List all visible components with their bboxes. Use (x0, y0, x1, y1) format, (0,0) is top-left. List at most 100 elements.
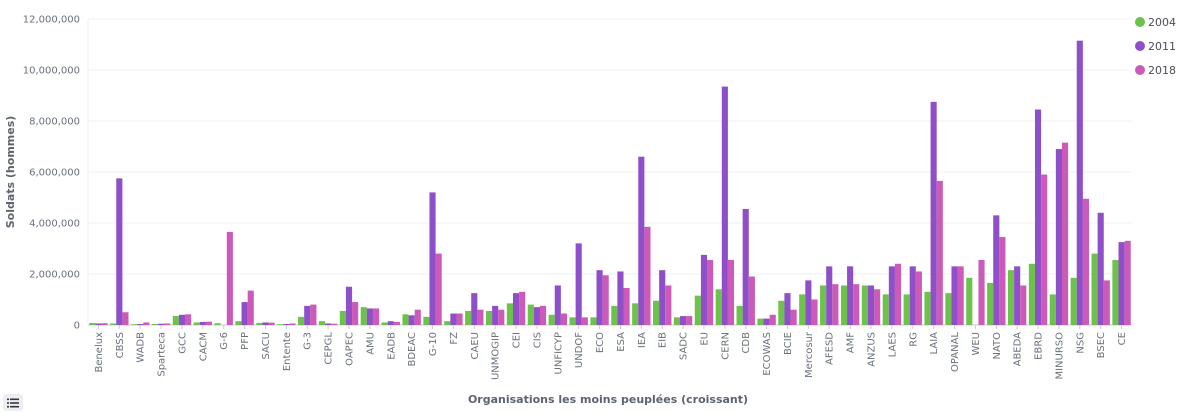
bar-2018[interactable] (915, 271, 922, 325)
bar-2011[interactable] (763, 318, 770, 325)
bar-2018[interactable] (811, 299, 818, 326)
bar-2018[interactable] (205, 321, 213, 325)
bar-2011[interactable] (1034, 109, 1042, 326)
bar-2011[interactable] (909, 266, 916, 325)
bar-2011[interactable] (1055, 149, 1062, 325)
bar-2018[interactable] (268, 322, 275, 325)
bar-2004[interactable] (757, 318, 764, 325)
bar-2018[interactable] (1041, 174, 1048, 325)
bar-2018[interactable] (978, 259, 985, 325)
bar-2018[interactable] (602, 275, 609, 325)
bar-2004[interactable] (632, 303, 639, 325)
bar-2018[interactable] (665, 285, 672, 325)
bar-2018[interactable] (894, 263, 902, 325)
legend-swatch-2018[interactable] (1135, 65, 1145, 75)
bar-2018[interactable] (226, 231, 233, 325)
bar-2004[interactable] (298, 316, 305, 325)
bar-2011[interactable] (721, 86, 728, 325)
legend-swatch-2011[interactable] (1135, 41, 1145, 51)
bar-2004[interactable] (569, 317, 576, 325)
bar-2004[interactable] (861, 285, 868, 325)
bar-2011[interactable] (993, 215, 1000, 325)
bar-2011[interactable] (533, 307, 540, 325)
bar-2018[interactable] (122, 312, 129, 325)
bar-2011[interactable] (680, 316, 687, 325)
bar-2018[interactable] (560, 313, 567, 325)
bar-2004[interactable] (465, 310, 472, 325)
bar-2011[interactable] (178, 314, 186, 325)
bar-2004[interactable] (736, 305, 743, 325)
bar-2011[interactable] (241, 302, 248, 325)
bar-2011[interactable] (137, 323, 144, 325)
bar-2004[interactable] (966, 277, 973, 325)
bar-2018[interactable] (832, 284, 839, 325)
bar-2004[interactable] (590, 317, 597, 325)
bar-2011[interactable] (304, 305, 311, 325)
bar-2004[interactable] (945, 293, 952, 325)
bar-2011[interactable] (492, 305, 499, 325)
bar-2011[interactable] (784, 293, 791, 325)
bar-2004[interactable] (89, 322, 96, 325)
bar-2011[interactable] (408, 315, 415, 325)
bar-2004[interactable] (653, 300, 660, 325)
bar-2004[interactable] (444, 321, 451, 325)
bar-2004[interactable] (548, 314, 555, 325)
bar-2018[interactable] (331, 323, 338, 325)
bar-2004[interactable] (402, 314, 409, 325)
bar-2004[interactable] (193, 322, 200, 325)
bar-2004[interactable] (360, 307, 367, 325)
bar-2018[interactable] (707, 259, 714, 325)
bar-2018[interactable] (727, 259, 735, 325)
bar-2011[interactable] (366, 308, 373, 325)
bar-2004[interactable] (506, 303, 513, 325)
bar-2018[interactable] (874, 289, 881, 325)
bar-2011[interactable] (617, 271, 624, 325)
bar-2011[interactable] (387, 321, 394, 325)
bar-2018[interactable] (686, 316, 693, 325)
legend-label-2011[interactable]: 2011 (1148, 40, 1176, 53)
bar-2011[interactable] (116, 178, 123, 325)
bar-2018[interactable] (101, 323, 108, 325)
bar-2011[interactable] (826, 266, 833, 325)
bar-2004[interactable] (882, 294, 889, 325)
legend-swatch-2004[interactable] (1135, 17, 1145, 27)
bar-2018[interactable] (435, 253, 442, 325)
bar-2004[interactable] (277, 324, 284, 325)
bar-2011[interactable] (325, 323, 332, 325)
bar-2018[interactable] (644, 226, 651, 325)
bar-2004[interactable] (381, 322, 388, 325)
bar-2004[interactable] (235, 321, 242, 325)
bar-2011[interactable] (1076, 40, 1083, 326)
bar-2011[interactable] (1014, 266, 1021, 325)
bar-2018[interactable] (519, 291, 526, 325)
bar-2011[interactable] (659, 270, 666, 325)
bar-2011[interactable] (596, 270, 603, 325)
bar-2011[interactable] (888, 266, 895, 325)
bar-2011[interactable] (742, 208, 749, 325)
bar-2018[interactable] (748, 276, 755, 325)
bar-2011[interactable] (345, 286, 353, 325)
bar-2011[interactable] (262, 322, 269, 325)
bar-2011[interactable] (951, 266, 958, 325)
bar-2004[interactable] (1007, 270, 1015, 325)
bar-2011[interactable] (554, 285, 561, 325)
bar-2011[interactable] (471, 293, 478, 325)
bar-2004[interactable] (778, 300, 785, 325)
bar-2011[interactable] (512, 293, 520, 325)
bar-2004[interactable] (256, 322, 263, 325)
bar-2011[interactable] (283, 323, 290, 325)
bar-2004[interactable] (1070, 277, 1077, 325)
bar-2004[interactable] (423, 316, 430, 325)
bar-2011[interactable] (199, 321, 206, 325)
bar-2018[interactable] (999, 237, 1006, 325)
bar-2004[interactable] (715, 289, 722, 325)
bar-2004[interactable] (527, 304, 534, 325)
legend-toggle-button[interactable] (3, 394, 23, 411)
bar-2018[interactable] (289, 323, 296, 325)
bar-2011[interactable] (1118, 242, 1125, 325)
bar-2018[interactable] (352, 302, 359, 325)
bar-2011[interactable] (930, 101, 937, 325)
bar-2018[interactable] (414, 309, 421, 325)
bar-2018[interactable] (143, 322, 150, 325)
bar-2011[interactable] (700, 254, 708, 325)
